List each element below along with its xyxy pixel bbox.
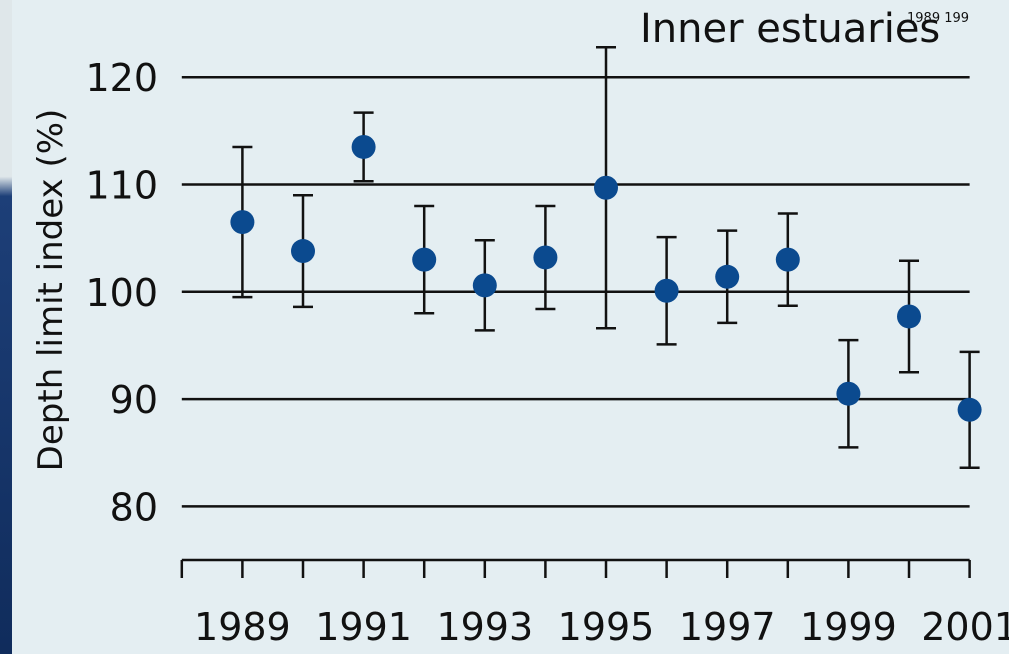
data-point — [533, 245, 557, 269]
x-tick-label: 2001 — [921, 605, 1009, 649]
data-point — [958, 398, 982, 422]
x-tick-label: 1991 — [315, 605, 412, 649]
data-point — [715, 265, 739, 289]
y-tick-label: 80 — [110, 485, 158, 529]
y-axis-label: Depth limit index (%) — [31, 109, 71, 472]
data-point — [836, 382, 860, 406]
x-tick-label: 1997 — [679, 605, 776, 649]
chart: Inner estuaries 1989 199 Depth limit ind… — [0, 0, 1009, 654]
data-point — [594, 176, 618, 200]
data-point — [473, 273, 497, 297]
x-tick-label: 1999 — [800, 605, 897, 649]
data-point — [230, 210, 254, 234]
data-point — [655, 279, 679, 303]
data-point — [897, 304, 921, 328]
x-tick-label: 1995 — [558, 605, 655, 649]
data-point — [776, 248, 800, 272]
data-point — [352, 135, 376, 159]
x-tick-label: 1993 — [436, 605, 533, 649]
chart-title: Inner estuaries — [640, 6, 940, 52]
x-tick-label: 1989 — [194, 605, 291, 649]
y-tick-label: 90 — [110, 378, 158, 422]
photo-strip — [0, 0, 12, 654]
y-tick-label: 100 — [85, 271, 158, 315]
y-tick-label: 120 — [85, 56, 158, 100]
data-point — [291, 239, 315, 263]
corner-text: 1989 199 — [907, 11, 969, 26]
data-point — [412, 248, 436, 272]
page: Inner estuaries 1989 199 Depth limit ind… — [0, 0, 1009, 654]
y-tick-label: 110 — [85, 164, 158, 208]
